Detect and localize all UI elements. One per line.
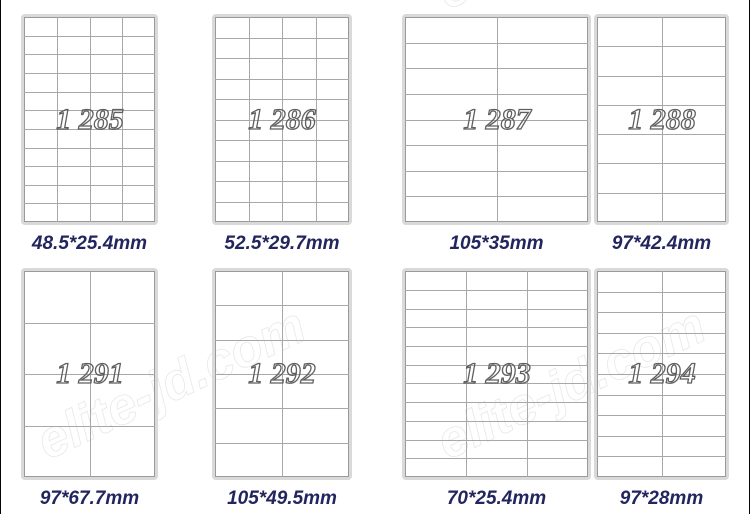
svg-text:1 288: 1 288 — [628, 103, 696, 136]
svg-text:1 286: 1 286 — [248, 103, 316, 136]
svg-text:1 291: 1 291 — [56, 357, 124, 390]
svg-text:1 292: 1 292 — [248, 357, 316, 390]
svg-text:1 287: 1 287 — [463, 103, 532, 136]
svg-text:1 294: 1 294 — [628, 357, 696, 390]
svg-text:1 293: 1 293 — [463, 357, 531, 390]
svg-text:1 285: 1 285 — [56, 103, 124, 136]
